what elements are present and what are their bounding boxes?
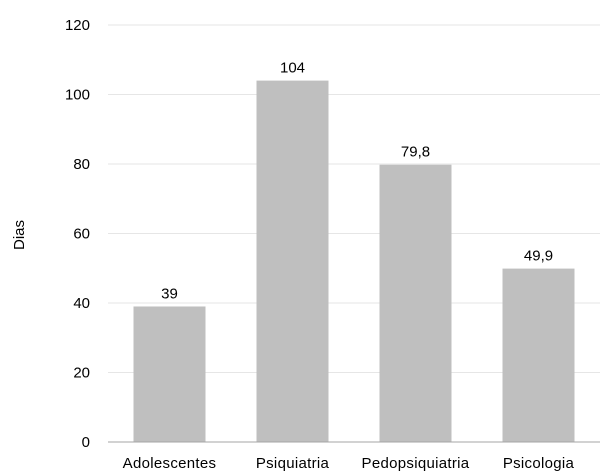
y-tick-label: 20	[73, 365, 90, 382]
bar-psiquiatria	[256, 80, 329, 442]
y-tick-label: 60	[73, 226, 90, 243]
data-labels: 39 104 79,8 49,9	[161, 60, 553, 303]
y-tick-label: 100	[65, 87, 90, 104]
bars	[133, 80, 575, 442]
x-category-label: Psiquiatria	[256, 455, 330, 472]
bar-psicologia	[502, 268, 575, 442]
data-label: 104	[280, 60, 305, 77]
data-label: 49,9	[524, 248, 553, 265]
data-label: 39	[161, 285, 178, 302]
x-axis-categories: Adolescentes Psiquiatria Pedopsiquiatria Ps…	[123, 455, 575, 472]
bar-pedopsiquiatria	[379, 164, 452, 442]
y-tick-label: 0	[82, 434, 90, 451]
y-axis-title: Dias	[11, 220, 28, 250]
y-axis-ticks: 0 20 40 60 80 100 120	[65, 17, 90, 451]
y-tick-label: 120	[65, 17, 90, 34]
x-category-label: Pedopsiquiatria	[362, 455, 470, 472]
bar-adolescentes	[133, 306, 206, 442]
y-tick-label: 80	[73, 156, 90, 173]
x-category-label: Psicologia	[503, 455, 575, 472]
data-label: 79,8	[401, 144, 430, 161]
y-tick-label: 40	[73, 295, 90, 312]
x-category-label: Adolescentes	[123, 455, 217, 472]
